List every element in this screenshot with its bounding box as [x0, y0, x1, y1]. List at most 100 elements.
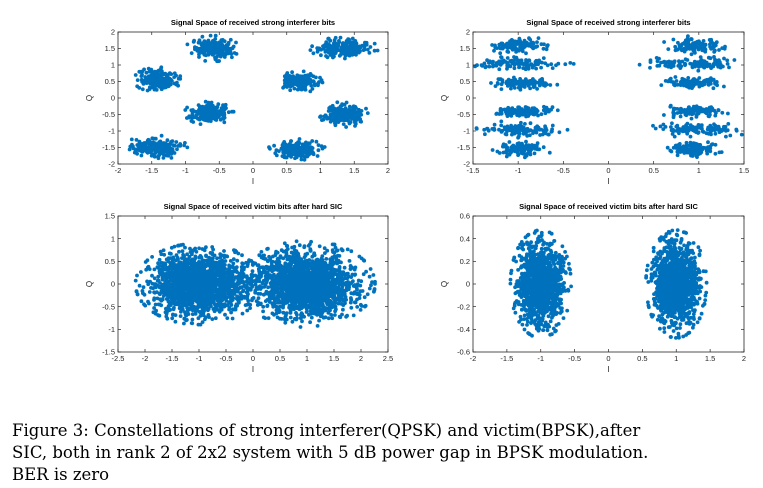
- data-point: [157, 270, 162, 275]
- data-point: [235, 258, 240, 263]
- data-point: [137, 283, 142, 288]
- data-point: [675, 149, 680, 154]
- data-point: [337, 106, 341, 111]
- x-tick-label: -1: [182, 166, 189, 175]
- data-point: [141, 285, 146, 290]
- y-tick-label: 2: [466, 28, 470, 37]
- data-point: [293, 147, 298, 152]
- data-point: [203, 99, 208, 104]
- data-point: [161, 271, 166, 276]
- y-axis-label: Q: [85, 95, 94, 101]
- data-point: [330, 113, 334, 118]
- data-point: [308, 48, 313, 52]
- data-point: [536, 36, 541, 40]
- data-point: [482, 127, 487, 132]
- data-point: [491, 59, 495, 64]
- y-tick-label: -1.5: [457, 143, 470, 152]
- data-point: [372, 48, 377, 53]
- y-tick-label: 1: [466, 61, 470, 70]
- data-point: [172, 151, 177, 155]
- data-point: [308, 77, 313, 82]
- data-point: [277, 149, 281, 154]
- data-point: [166, 259, 171, 264]
- data-point: [176, 83, 181, 88]
- data-point: [536, 147, 541, 152]
- data-point: [144, 267, 149, 272]
- data-point: [709, 45, 714, 50]
- data-point: [310, 87, 315, 91]
- data-point: [691, 111, 695, 116]
- data-point: [707, 114, 711, 119]
- data-point: [215, 115, 220, 120]
- data-point: [503, 132, 508, 136]
- data-point: [321, 44, 325, 48]
- data-point: [355, 117, 359, 122]
- data-point: [159, 65, 164, 70]
- data-point: [309, 83, 314, 88]
- chart-title: Signal Space of received strong interfer…: [526, 18, 690, 27]
- data-point: [712, 122, 716, 127]
- data-point: [215, 303, 220, 308]
- data-point: [490, 148, 495, 152]
- data-point: [539, 65, 543, 70]
- data-point: [688, 134, 693, 139]
- data-point: [720, 110, 725, 115]
- data-point: [299, 157, 304, 162]
- data-point: [186, 307, 190, 312]
- data-point: [365, 111, 370, 115]
- data-point: [193, 109, 198, 114]
- data-point: [654, 56, 659, 60]
- data-point: [222, 249, 226, 253]
- data-point: [164, 153, 169, 158]
- data-point: [185, 145, 190, 150]
- data-point: [319, 47, 323, 52]
- data-point: [536, 125, 541, 130]
- data-point: [202, 110, 207, 115]
- data-point: [500, 60, 505, 65]
- data-point: [689, 116, 694, 121]
- data-point: [139, 270, 143, 274]
- data-point: [708, 149, 713, 154]
- data-point: [550, 123, 555, 128]
- data-point: [173, 319, 178, 324]
- data-point: [694, 126, 698, 130]
- data-point: [523, 131, 528, 136]
- data-point: [296, 144, 300, 149]
- data-point: [721, 64, 725, 69]
- data-point: [224, 303, 229, 308]
- y-tick-label: 1.5: [105, 44, 115, 53]
- data-point: [203, 59, 208, 63]
- data-point: [234, 40, 238, 45]
- data-point: [316, 148, 321, 153]
- data-point: [146, 137, 151, 142]
- data-point: [190, 321, 195, 326]
- data-point: [155, 71, 160, 75]
- data-point: [166, 146, 170, 150]
- data-point: [189, 281, 194, 285]
- data-point: [655, 59, 660, 64]
- data-point: [147, 301, 151, 306]
- data-point: [178, 77, 183, 81]
- data-point: [226, 110, 231, 115]
- data-point: [293, 78, 298, 83]
- data-point: [171, 307, 176, 312]
- data-point: [703, 62, 708, 66]
- data-point: [161, 81, 166, 86]
- data-point: [666, 60, 671, 65]
- data-point: [236, 251, 241, 256]
- data-point: [170, 139, 175, 144]
- data-point: [534, 111, 539, 115]
- data-point: [681, 80, 686, 85]
- data-point: [344, 125, 348, 129]
- data-point: [199, 116, 204, 121]
- data-point: [549, 107, 553, 112]
- data-point: [211, 247, 216, 252]
- data-point: [185, 318, 189, 322]
- data-point: [531, 46, 536, 51]
- data-point: [318, 115, 322, 119]
- data-point: [154, 283, 159, 287]
- data-point: [233, 250, 237, 255]
- data-point: [670, 132, 675, 136]
- data-point: [154, 308, 159, 313]
- data-point: [310, 146, 315, 151]
